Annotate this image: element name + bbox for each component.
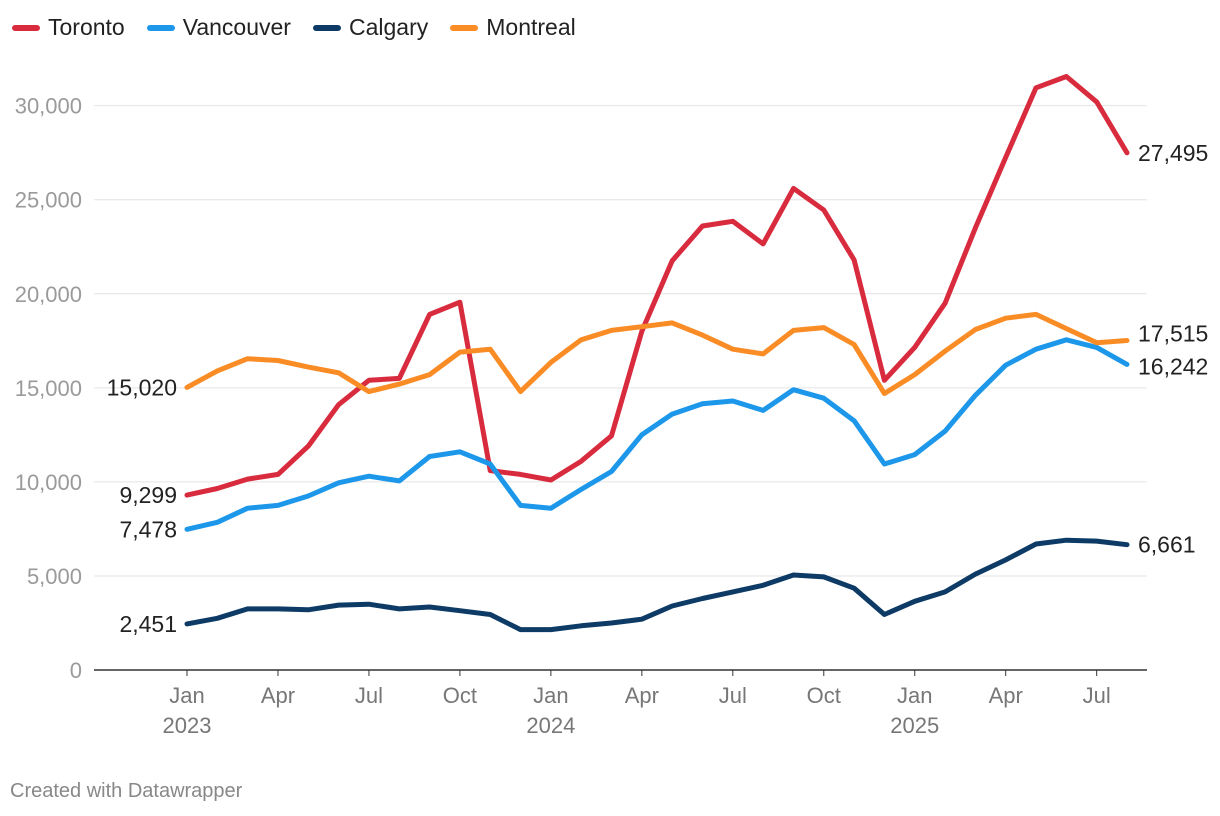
legend-item-vancouver[interactable]: Vancouver: [146, 14, 291, 41]
legend-label-toronto: Toronto: [48, 14, 125, 40]
end-label-montreal: 17,515: [1138, 320, 1208, 346]
x-tick-label: Jan: [533, 683, 568, 708]
x-tick-label: Jul: [355, 683, 383, 708]
x-tick-year-label: 2023: [163, 713, 212, 738]
legend-label-montreal: Montreal: [486, 14, 576, 40]
y-tick-label: 10,000: [15, 470, 82, 495]
y-tick-label: 0: [70, 658, 82, 683]
y-tick-label: 30,000: [15, 94, 82, 119]
x-tick-label: Apr: [989, 683, 1023, 708]
start-label-calgary: 2,451: [119, 611, 177, 637]
legend-item-toronto[interactable]: Toronto: [12, 14, 125, 41]
end-label-toronto: 27,495: [1138, 140, 1208, 166]
legend-swatch-toronto: [12, 24, 40, 31]
y-tick-label: 25,000: [15, 188, 82, 213]
series-line-vancouver: [184, 337, 1130, 532]
x-tick-label: Apr: [625, 683, 659, 708]
legend-item-montreal[interactable]: Montreal: [450, 14, 576, 41]
x-tick-year-label: 2024: [526, 713, 575, 738]
x-tick-label: Oct: [807, 683, 841, 708]
series-line-montreal: [184, 311, 1130, 396]
footer-credit: Created with Datawrapper: [10, 780, 243, 802]
y-tick-label: 15,000: [15, 376, 82, 401]
legend: Toronto Vancouver Calgary Montreal: [12, 14, 576, 41]
legend-label-calgary: Calgary: [348, 14, 429, 40]
series-line-calgary: [184, 537, 1130, 633]
series-line-toronto: [184, 74, 1130, 498]
legend-label-vancouver: Vancouver: [182, 14, 291, 40]
legend-swatch-vancouver: [146, 24, 175, 31]
x-tick-label: Jul: [1083, 683, 1111, 708]
start-label-toronto: 9,299: [119, 482, 177, 508]
x-tick-year-label: 2025: [890, 713, 939, 738]
x-tick-label: Jul: [719, 683, 747, 708]
end-label-vancouver: 16,242: [1138, 353, 1208, 379]
start-label-montreal: 15,020: [107, 374, 177, 400]
x-tick-label: Oct: [443, 683, 477, 708]
legend-swatch-calgary: [312, 24, 341, 31]
x-tick-label: Jan: [897, 683, 932, 708]
legend-item-calgary[interactable]: Calgary: [312, 14, 429, 41]
x-tick-label: Apr: [261, 683, 295, 708]
x-tick-label: Jan: [169, 683, 204, 708]
y-tick-label: 20,000: [15, 282, 82, 307]
y-tick-label: 5,000: [27, 564, 82, 589]
end-label-calgary: 6,661: [1138, 532, 1196, 558]
start-label-vancouver: 7,478: [119, 516, 177, 542]
legend-swatch-montreal: [450, 24, 479, 31]
